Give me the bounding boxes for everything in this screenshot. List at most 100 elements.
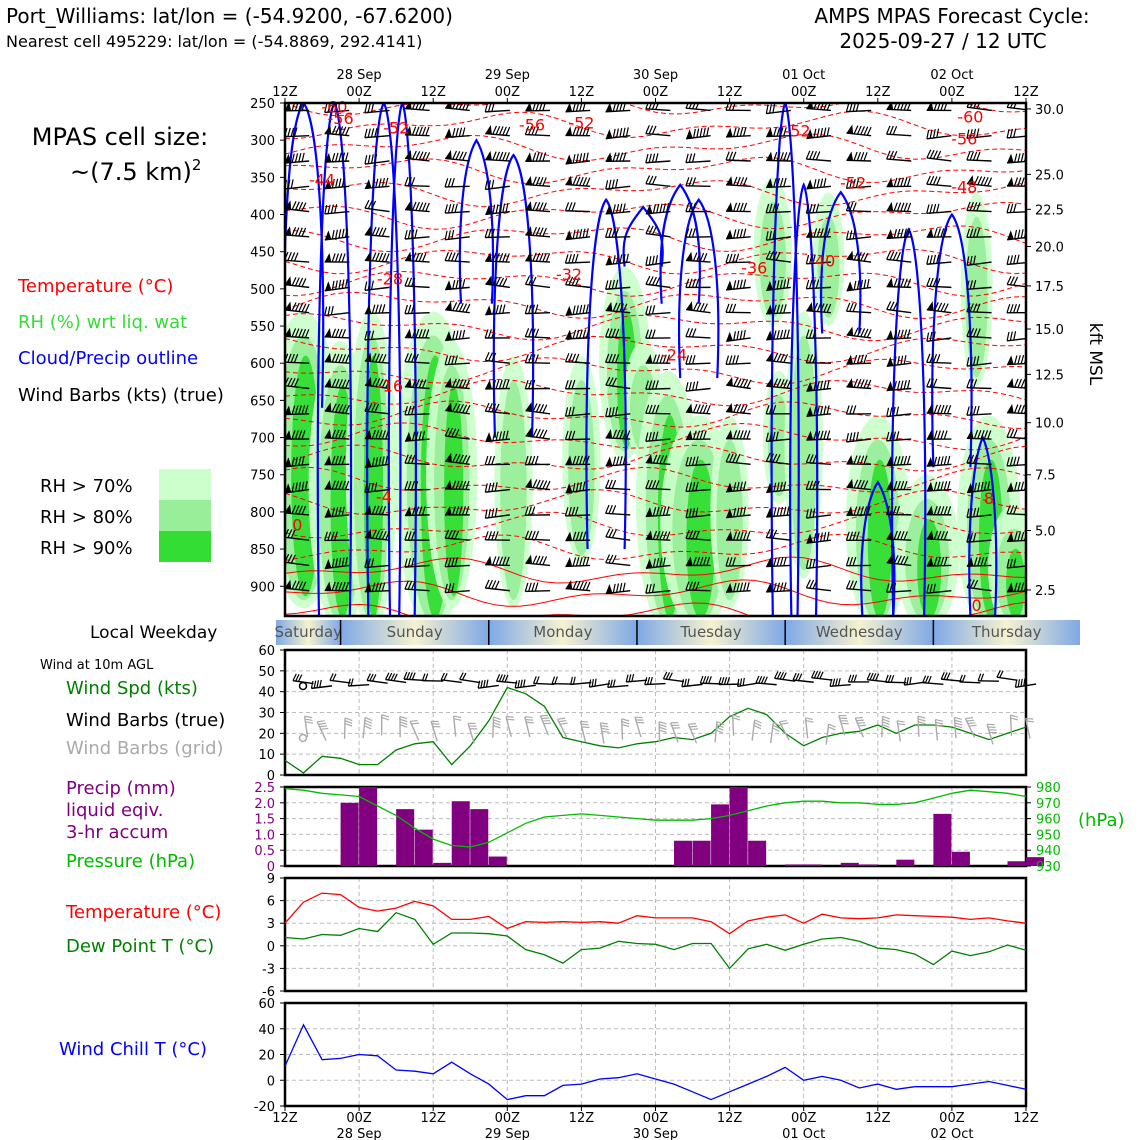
barb-feather <box>290 353 295 363</box>
barb-feather <box>773 178 777 188</box>
barb-feather <box>454 428 460 438</box>
barb-feather <box>892 582 897 592</box>
wind-barb <box>685 153 711 164</box>
barb-feather <box>524 379 529 389</box>
barb-feather <box>414 480 419 490</box>
barb-feather <box>488 508 491 518</box>
cell-size-value: ~(7.5 km)2 <box>70 156 201 186</box>
barb-feather <box>335 558 338 568</box>
barb-feather <box>695 481 699 491</box>
barb-staff <box>1006 210 1026 214</box>
barb-feather <box>809 508 813 518</box>
barb-staff <box>896 720 902 742</box>
barb-feather <box>809 480 814 490</box>
barb-feather <box>835 678 839 686</box>
barb-feather <box>371 304 376 314</box>
barb-feather <box>452 403 458 412</box>
barb-feather <box>863 379 868 389</box>
barb-feather <box>972 151 978 161</box>
barb-pennant <box>565 103 573 112</box>
barb-pennant <box>725 429 733 439</box>
barb-pennant <box>364 226 372 236</box>
barb-feather <box>972 532 977 542</box>
barb-pennant <box>565 329 573 339</box>
barb-feather <box>702 404 708 414</box>
barb-feather <box>1009 255 1013 265</box>
barb-feather <box>845 531 850 541</box>
barb-feather <box>375 457 379 467</box>
barb-feather <box>1010 717 1019 721</box>
barb-feather <box>651 226 657 235</box>
barb-feather <box>615 279 619 289</box>
wind-barb <box>886 177 912 188</box>
barb-feather <box>733 280 737 290</box>
barb-feather <box>983 177 989 186</box>
wind-barb <box>403 671 425 682</box>
barb-feather <box>331 152 336 162</box>
temperature-contour <box>285 313 1026 342</box>
barb-feather <box>932 353 938 363</box>
barb-feather <box>444 427 450 437</box>
barb-feather <box>531 455 536 465</box>
barb-feather <box>691 153 696 163</box>
barb-feather <box>972 202 978 211</box>
barb-feather <box>554 676 558 684</box>
barb-feather <box>826 127 830 137</box>
barb-pennant <box>525 226 533 236</box>
barb-staff <box>445 460 470 466</box>
wind-barb <box>846 326 872 339</box>
barb-feather <box>652 507 657 517</box>
barb-feather <box>886 431 890 441</box>
wind-barb <box>485 252 510 263</box>
barb-feather <box>855 431 859 441</box>
barb-feather <box>444 529 450 539</box>
barb-feather <box>542 253 547 262</box>
barb-feather <box>1009 304 1014 313</box>
wind-barb <box>445 480 470 491</box>
wind-barb <box>324 377 350 390</box>
wind-barb <box>926 128 952 140</box>
barb-feather <box>572 676 576 685</box>
barb-feather <box>863 354 868 364</box>
barb-staff <box>445 362 470 366</box>
temperature-label: -24 <box>661 345 687 364</box>
barb-feather <box>896 355 900 366</box>
wind-barb <box>485 304 510 316</box>
wind-barb <box>525 402 551 415</box>
wind-barb <box>1014 678 1037 688</box>
barb-feather <box>685 482 689 492</box>
barb-feather <box>318 722 326 725</box>
wind-barb <box>986 723 998 745</box>
barb-feather <box>980 556 985 566</box>
barb-feather <box>1006 276 1012 285</box>
barb-feather <box>484 352 490 361</box>
barb-pennant <box>445 301 452 311</box>
wind-barb <box>564 353 591 364</box>
barb-feather <box>1020 678 1023 687</box>
barb-feather <box>502 278 508 287</box>
barb-feather <box>410 481 415 490</box>
barb-staff <box>886 413 912 418</box>
barb-feather <box>418 252 424 262</box>
top-time-label: 12Z <box>420 85 446 100</box>
barb-pennant <box>685 403 693 413</box>
barb-feather <box>736 202 741 212</box>
barb-feather <box>492 252 497 262</box>
barb-feather <box>421 673 426 681</box>
barb-feather <box>937 530 942 540</box>
barb-feather <box>900 202 905 212</box>
barb-feather <box>690 728 699 731</box>
barb-feather <box>932 331 936 341</box>
barb-feather <box>900 177 905 187</box>
top-time-label: 00Z <box>346 85 372 100</box>
barb-feather <box>572 455 577 465</box>
wind-barb <box>404 126 430 137</box>
barb-feather <box>969 533 973 543</box>
nearest-cell-line: Nearest cell 495229: lat/lon = (-54.8869… <box>6 32 422 51</box>
barb-feather <box>809 150 814 160</box>
wind-barb <box>645 479 671 491</box>
barb-feather <box>989 731 998 734</box>
barb-feather <box>317 720 325 723</box>
barb-feather <box>571 379 576 389</box>
barb-staff <box>324 410 350 415</box>
